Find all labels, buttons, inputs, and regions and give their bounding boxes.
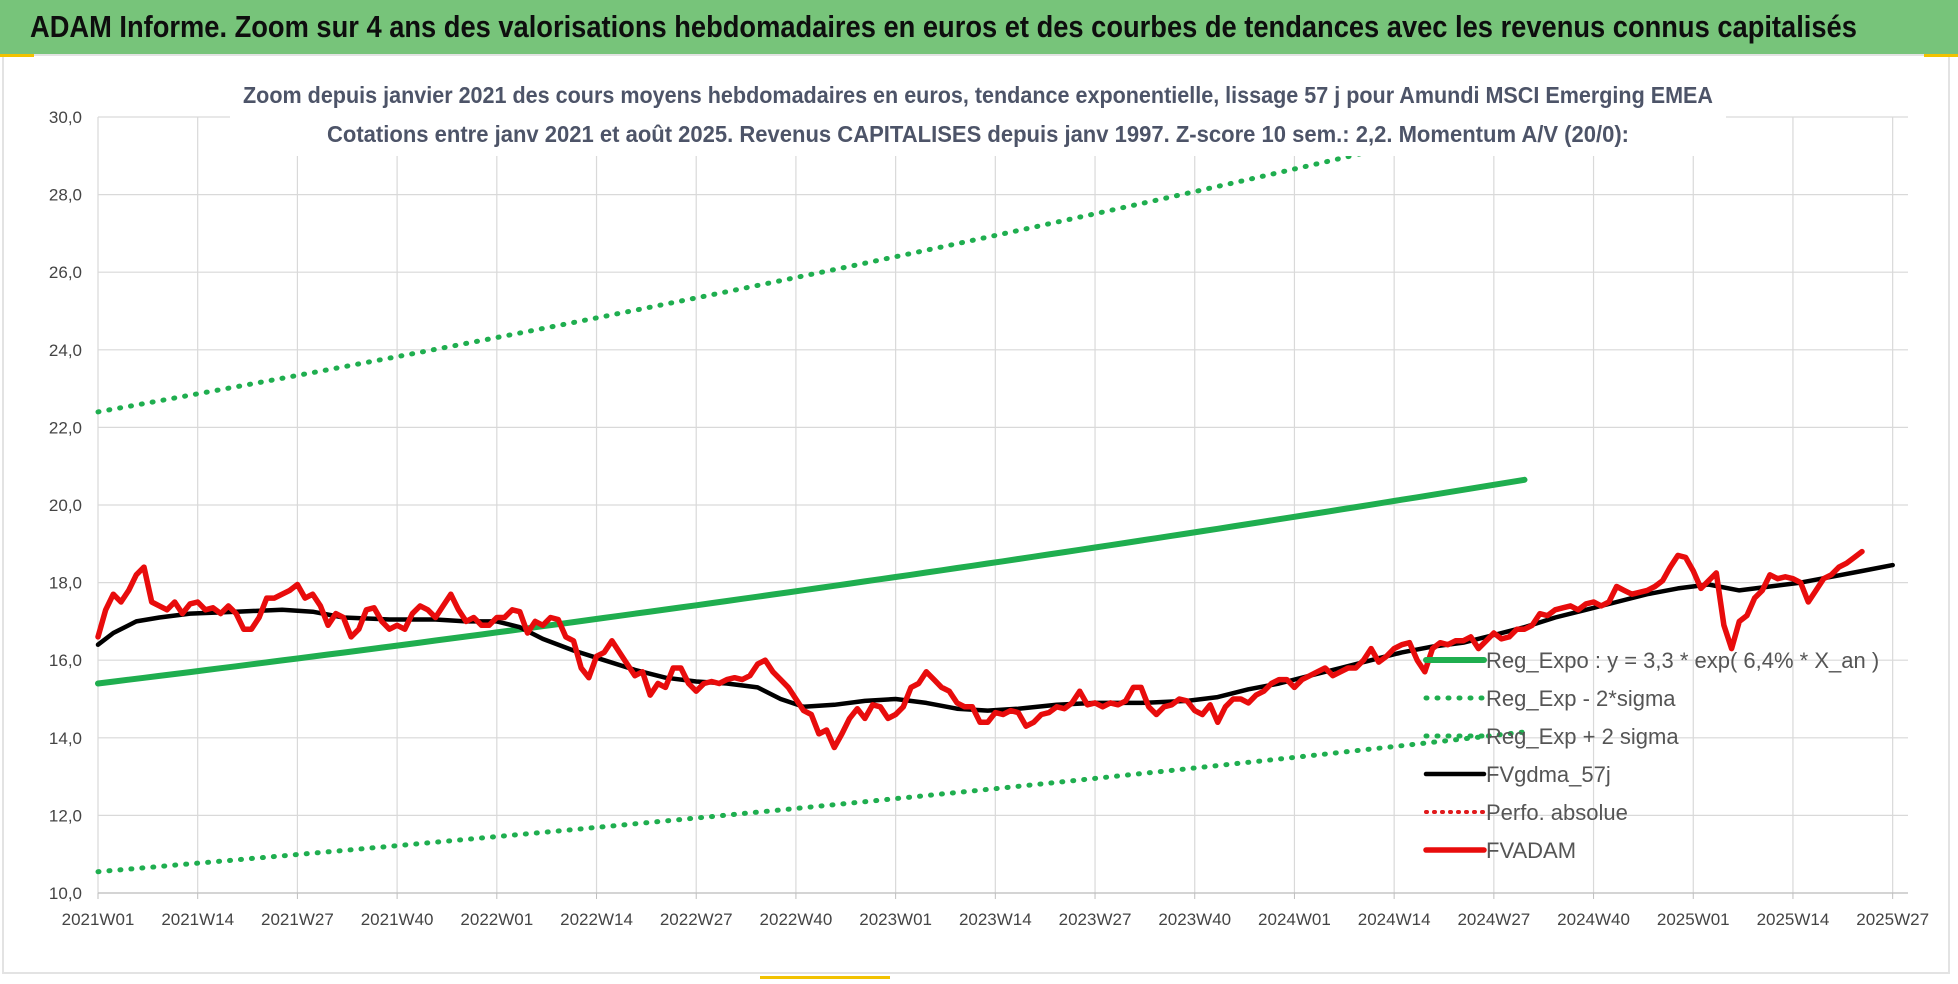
legend-label: Reg_Expo : y = 3,3 * exp( 6,4% * X_an )	[1486, 648, 1879, 673]
series-lines	[95, 112, 1895, 875]
chart-titles: Zoom depuis janvier 2021 des cours moyen…	[230, 76, 1726, 156]
x-axis-ticks: 2021W01 2021W14 2021W27 2021W40 2022W01 2022W…	[62, 910, 1929, 929]
y-tick-label: 12,0	[49, 806, 82, 825]
chart-frame	[2, 54, 1950, 974]
x-tick-label: 2021W27	[261, 910, 334, 929]
x-tick-label: 2022W01	[460, 910, 533, 929]
legend-label: Reg_Exp - 2*sigma	[1486, 686, 1676, 711]
report-title: ADAM Informe. Zoom sur 4 ans des valoris…	[30, 9, 1857, 44]
y-tick-label: 30,0	[49, 108, 82, 127]
reg-expo-line	[95, 476, 1528, 687]
y-tick-label: 24,0	[49, 341, 82, 360]
x-tick-label: 2021W40	[361, 910, 434, 929]
x-tick-label: 2023W27	[1059, 910, 1132, 929]
legend-label: FVADAM	[1486, 838, 1576, 863]
x-tick-label: 2025W01	[1657, 910, 1730, 929]
legend: Reg_Expo : y = 3,3 * exp( 6,4% * X_an ) R…	[1423, 648, 1879, 863]
top-right-accent	[1924, 54, 1958, 57]
top-left-accent	[0, 54, 34, 57]
bottom-accent	[760, 976, 890, 979]
reg-exp-minus-2sigma-line	[95, 729, 1527, 875]
x-tick-label: 2021W01	[62, 910, 135, 929]
chart-title-line2: Cotations entre janv 2021 et août 2025. …	[327, 121, 1629, 147]
x-tick-label: 2025W27	[1856, 910, 1929, 929]
y-tick-label: 20,0	[49, 496, 82, 515]
x-tick-label: 2022W14	[560, 910, 633, 929]
x-tick-label: 2022W40	[760, 910, 833, 929]
y-tick-label: 16,0	[49, 651, 82, 670]
y-tick-label: 26,0	[49, 263, 82, 282]
legend-label: FVgdma_57j	[1486, 762, 1611, 787]
legend-label: Perfo. absolue	[1486, 800, 1628, 825]
title-background	[230, 76, 1726, 156]
x-tick-label: 2022W27	[660, 910, 733, 929]
chart-title-line1: Zoom depuis janvier 2021 des cours moyen…	[243, 82, 1713, 108]
x-tick-label: 2023W40	[1158, 910, 1231, 929]
y-tick-label: 22,0	[49, 418, 82, 437]
x-tick-label: 2024W27	[1457, 910, 1530, 929]
legend-label: Reg_Exp + 2 sigma	[1486, 724, 1679, 749]
x-tick-label: 2023W14	[959, 910, 1032, 929]
x-tick-label: 2023W01	[859, 910, 932, 929]
x-tick-label: 2021W14	[161, 910, 234, 929]
x-tick-label: 2025W14	[1757, 910, 1830, 929]
y-tick-label: 18,0	[49, 574, 82, 593]
report-header-bar: ADAM Informe. Zoom sur 4 ans des valoris…	[0, 0, 1958, 56]
fvadam-line	[95, 548, 1865, 751]
grid-lines	[97, 116, 1908, 899]
reg-exp-plus-2sigma-line	[95, 112, 1527, 415]
x-tick-label: 2024W01	[1258, 910, 1331, 929]
y-tick-label: 10,0	[49, 884, 82, 903]
x-tick-label: 2024W40	[1557, 910, 1630, 929]
y-tick-label: 14,0	[49, 729, 82, 748]
y-axis-ticks: 10,0 12,0 14,0 16,0 18,0 20,0 22,0 24,0 26,0 28,0…	[49, 108, 82, 903]
y-tick-label: 28,0	[49, 186, 82, 205]
x-tick-label: 2024W14	[1358, 910, 1431, 929]
